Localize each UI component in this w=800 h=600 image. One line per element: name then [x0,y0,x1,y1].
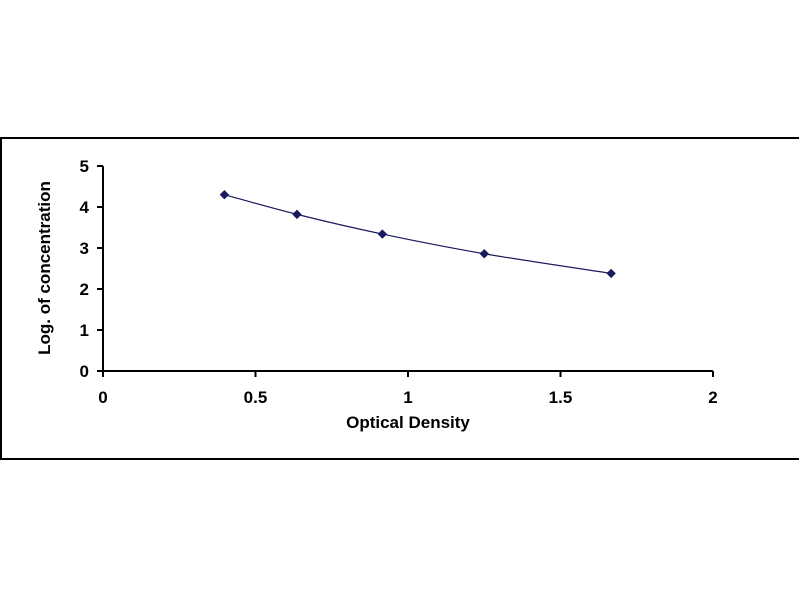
x-tick-label: 1.5 [549,388,573,407]
x-axis-ticks: 0 0.5 1 1.5 2 [98,371,718,407]
y-tick-label: 1 [80,321,89,340]
x-tick-label: 1 [403,388,412,407]
chart-border [0,137,799,460]
data-point-marker [219,189,230,200]
x-axis-title: Optical Density [346,413,470,432]
trend-curve-group [224,194,612,275]
y-tick-label: 0 [80,362,89,381]
data-points [219,189,616,279]
x-tick-label: 0 [98,388,107,407]
y-tick-label: 2 [80,280,89,299]
y-tick-label: 5 [80,157,89,176]
x-tick-label: 2 [708,388,717,407]
axes [102,166,713,372]
y-axis-ticks: 0 1 2 3 4 5 [80,157,103,381]
data-point-marker [377,229,388,239]
y-tick-label: 4 [80,198,90,217]
data-point-marker [606,268,616,279]
data-point-marker [292,209,302,220]
y-axis-title: Log. of concentration [35,181,54,355]
x-tick-label: 0.5 [244,388,268,407]
y-tick-label: 3 [80,239,89,258]
trend-curve [224,194,612,275]
data-point-marker [479,249,489,259]
